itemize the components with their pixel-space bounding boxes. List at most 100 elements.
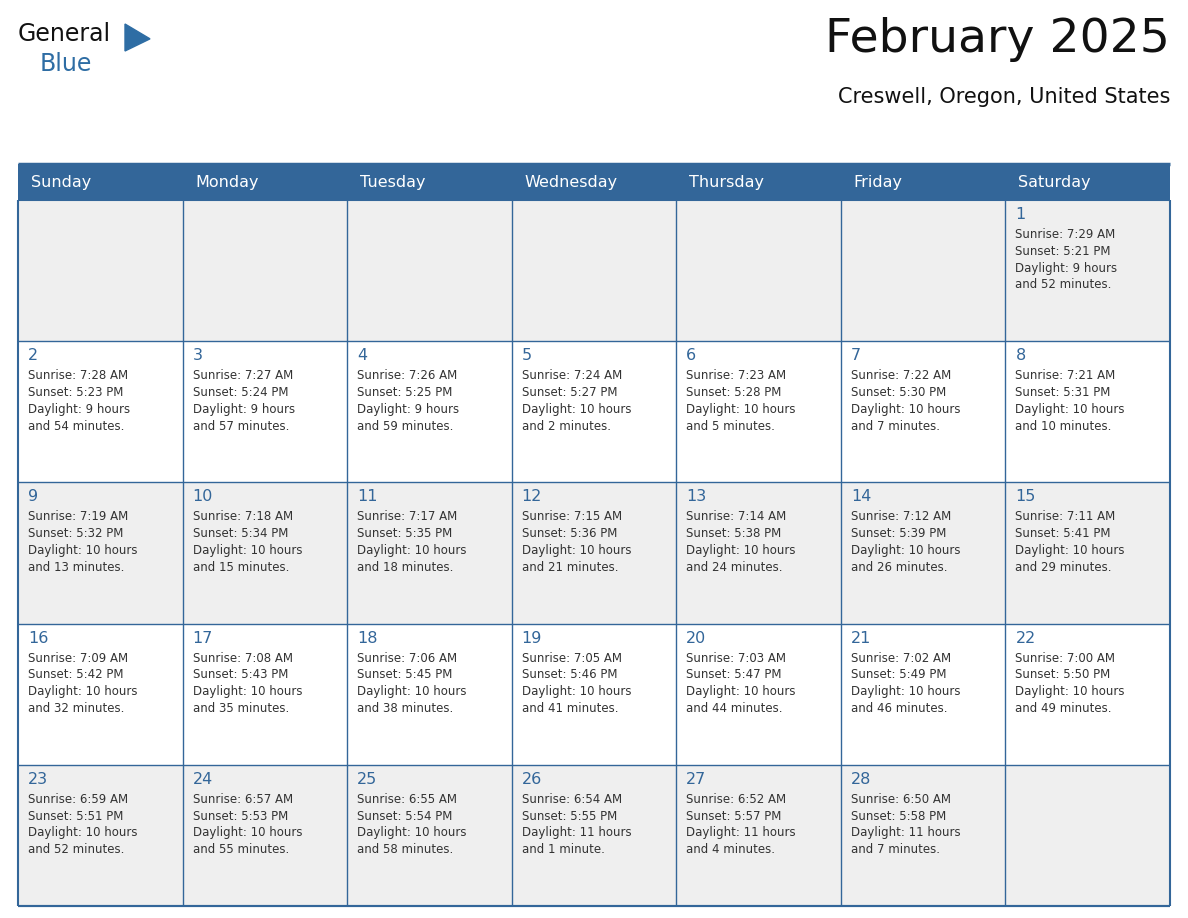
Text: Sunrise: 6:59 AM
Sunset: 5:51 PM
Daylight: 10 hours
and 52 minutes.: Sunrise: 6:59 AM Sunset: 5:51 PM Dayligh… bbox=[29, 793, 138, 856]
Bar bbox=[512, 482, 676, 623]
Text: Friday: Friday bbox=[854, 174, 903, 189]
Text: 12: 12 bbox=[522, 489, 542, 504]
Text: 2: 2 bbox=[29, 348, 38, 364]
Text: 6: 6 bbox=[687, 348, 696, 364]
Bar bbox=[841, 482, 1005, 623]
Text: 10: 10 bbox=[192, 489, 213, 504]
Bar bbox=[347, 341, 512, 482]
Text: Wednesday: Wednesday bbox=[525, 174, 618, 189]
Bar bbox=[18, 623, 183, 765]
Bar bbox=[676, 765, 841, 906]
Text: 4: 4 bbox=[358, 348, 367, 364]
Text: Sunrise: 7:05 AM
Sunset: 5:46 PM
Daylight: 10 hours
and 41 minutes.: Sunrise: 7:05 AM Sunset: 5:46 PM Dayligh… bbox=[522, 652, 631, 715]
Text: 1: 1 bbox=[1016, 207, 1025, 222]
Text: 26: 26 bbox=[522, 772, 542, 787]
Bar bbox=[841, 765, 1005, 906]
Text: Sunrise: 6:50 AM
Sunset: 5:58 PM
Daylight: 11 hours
and 7 minutes.: Sunrise: 6:50 AM Sunset: 5:58 PM Dayligh… bbox=[851, 793, 960, 856]
Bar bbox=[841, 623, 1005, 765]
Text: 16: 16 bbox=[29, 631, 49, 645]
Bar bbox=[18, 482, 183, 623]
Text: Monday: Monday bbox=[196, 174, 259, 189]
Text: Sunrise: 7:23 AM
Sunset: 5:28 PM
Daylight: 10 hours
and 5 minutes.: Sunrise: 7:23 AM Sunset: 5:28 PM Dayligh… bbox=[687, 369, 796, 432]
Text: 7: 7 bbox=[851, 348, 861, 364]
Text: Sunrise: 7:29 AM
Sunset: 5:21 PM
Daylight: 9 hours
and 52 minutes.: Sunrise: 7:29 AM Sunset: 5:21 PM Dayligh… bbox=[1016, 228, 1118, 291]
Text: Saturday: Saturday bbox=[1018, 174, 1091, 189]
Text: 11: 11 bbox=[358, 489, 378, 504]
Bar bbox=[1005, 341, 1170, 482]
Text: Creswell, Oregon, United States: Creswell, Oregon, United States bbox=[838, 87, 1170, 107]
Bar bbox=[347, 623, 512, 765]
Text: Sunrise: 7:03 AM
Sunset: 5:47 PM
Daylight: 10 hours
and 44 minutes.: Sunrise: 7:03 AM Sunset: 5:47 PM Dayligh… bbox=[687, 652, 796, 715]
Bar bbox=[18, 200, 183, 341]
Text: 14: 14 bbox=[851, 489, 871, 504]
Bar bbox=[512, 164, 676, 200]
Bar bbox=[183, 164, 347, 200]
Bar bbox=[1005, 482, 1170, 623]
Bar bbox=[18, 765, 183, 906]
Text: 23: 23 bbox=[29, 772, 49, 787]
Bar bbox=[347, 765, 512, 906]
Bar bbox=[512, 623, 676, 765]
Text: 17: 17 bbox=[192, 631, 213, 645]
Bar bbox=[512, 765, 676, 906]
Polygon shape bbox=[125, 24, 150, 51]
Bar bbox=[347, 164, 512, 200]
Text: 18: 18 bbox=[358, 631, 378, 645]
Text: 15: 15 bbox=[1016, 489, 1036, 504]
Text: Sunrise: 7:06 AM
Sunset: 5:45 PM
Daylight: 10 hours
and 38 minutes.: Sunrise: 7:06 AM Sunset: 5:45 PM Dayligh… bbox=[358, 652, 467, 715]
Bar bbox=[183, 482, 347, 623]
Text: Sunrise: 7:17 AM
Sunset: 5:35 PM
Daylight: 10 hours
and 18 minutes.: Sunrise: 7:17 AM Sunset: 5:35 PM Dayligh… bbox=[358, 510, 467, 574]
Text: Thursday: Thursday bbox=[689, 174, 764, 189]
Bar bbox=[841, 341, 1005, 482]
Text: February 2025: February 2025 bbox=[826, 17, 1170, 62]
Text: Tuesday: Tuesday bbox=[360, 174, 425, 189]
Text: Sunday: Sunday bbox=[31, 174, 91, 189]
Bar bbox=[676, 623, 841, 765]
Text: 25: 25 bbox=[358, 772, 378, 787]
Text: 19: 19 bbox=[522, 631, 542, 645]
Text: Sunrise: 7:00 AM
Sunset: 5:50 PM
Daylight: 10 hours
and 49 minutes.: Sunrise: 7:00 AM Sunset: 5:50 PM Dayligh… bbox=[1016, 652, 1125, 715]
Text: 24: 24 bbox=[192, 772, 213, 787]
Text: 20: 20 bbox=[687, 631, 707, 645]
Text: Blue: Blue bbox=[40, 52, 93, 76]
Bar bbox=[512, 200, 676, 341]
Text: 21: 21 bbox=[851, 631, 871, 645]
Bar bbox=[183, 341, 347, 482]
Bar bbox=[347, 482, 512, 623]
Text: Sunrise: 7:15 AM
Sunset: 5:36 PM
Daylight: 10 hours
and 21 minutes.: Sunrise: 7:15 AM Sunset: 5:36 PM Dayligh… bbox=[522, 510, 631, 574]
Bar bbox=[676, 164, 841, 200]
Bar bbox=[1005, 623, 1170, 765]
Text: Sunrise: 6:57 AM
Sunset: 5:53 PM
Daylight: 10 hours
and 55 minutes.: Sunrise: 6:57 AM Sunset: 5:53 PM Dayligh… bbox=[192, 793, 302, 856]
Text: 8: 8 bbox=[1016, 348, 1025, 364]
Text: 28: 28 bbox=[851, 772, 871, 787]
Text: Sunrise: 7:24 AM
Sunset: 5:27 PM
Daylight: 10 hours
and 2 minutes.: Sunrise: 7:24 AM Sunset: 5:27 PM Dayligh… bbox=[522, 369, 631, 432]
Bar bbox=[1005, 765, 1170, 906]
Text: Sunrise: 6:52 AM
Sunset: 5:57 PM
Daylight: 11 hours
and 4 minutes.: Sunrise: 6:52 AM Sunset: 5:57 PM Dayligh… bbox=[687, 793, 796, 856]
Text: Sunrise: 7:22 AM
Sunset: 5:30 PM
Daylight: 10 hours
and 7 minutes.: Sunrise: 7:22 AM Sunset: 5:30 PM Dayligh… bbox=[851, 369, 960, 432]
Bar bbox=[676, 200, 841, 341]
Bar bbox=[676, 341, 841, 482]
Bar bbox=[841, 200, 1005, 341]
Text: Sunrise: 6:54 AM
Sunset: 5:55 PM
Daylight: 11 hours
and 1 minute.: Sunrise: 6:54 AM Sunset: 5:55 PM Dayligh… bbox=[522, 793, 631, 856]
Text: Sunrise: 7:19 AM
Sunset: 5:32 PM
Daylight: 10 hours
and 13 minutes.: Sunrise: 7:19 AM Sunset: 5:32 PM Dayligh… bbox=[29, 510, 138, 574]
Bar bbox=[512, 341, 676, 482]
Text: General: General bbox=[18, 22, 112, 46]
Text: Sunrise: 7:12 AM
Sunset: 5:39 PM
Daylight: 10 hours
and 26 minutes.: Sunrise: 7:12 AM Sunset: 5:39 PM Dayligh… bbox=[851, 510, 960, 574]
Text: Sunrise: 7:02 AM
Sunset: 5:49 PM
Daylight: 10 hours
and 46 minutes.: Sunrise: 7:02 AM Sunset: 5:49 PM Dayligh… bbox=[851, 652, 960, 715]
Bar bbox=[18, 341, 183, 482]
Text: Sunrise: 7:14 AM
Sunset: 5:38 PM
Daylight: 10 hours
and 24 minutes.: Sunrise: 7:14 AM Sunset: 5:38 PM Dayligh… bbox=[687, 510, 796, 574]
Text: Sunrise: 7:28 AM
Sunset: 5:23 PM
Daylight: 9 hours
and 54 minutes.: Sunrise: 7:28 AM Sunset: 5:23 PM Dayligh… bbox=[29, 369, 131, 432]
Text: Sunrise: 7:21 AM
Sunset: 5:31 PM
Daylight: 10 hours
and 10 minutes.: Sunrise: 7:21 AM Sunset: 5:31 PM Dayligh… bbox=[1016, 369, 1125, 432]
Text: Sunrise: 7:27 AM
Sunset: 5:24 PM
Daylight: 9 hours
and 57 minutes.: Sunrise: 7:27 AM Sunset: 5:24 PM Dayligh… bbox=[192, 369, 295, 432]
Bar bbox=[183, 765, 347, 906]
Text: 5: 5 bbox=[522, 348, 532, 364]
Text: 13: 13 bbox=[687, 489, 707, 504]
Text: Sunrise: 7:26 AM
Sunset: 5:25 PM
Daylight: 9 hours
and 59 minutes.: Sunrise: 7:26 AM Sunset: 5:25 PM Dayligh… bbox=[358, 369, 460, 432]
Text: Sunrise: 7:11 AM
Sunset: 5:41 PM
Daylight: 10 hours
and 29 minutes.: Sunrise: 7:11 AM Sunset: 5:41 PM Dayligh… bbox=[1016, 510, 1125, 574]
Bar bbox=[676, 482, 841, 623]
Text: 9: 9 bbox=[29, 489, 38, 504]
Bar bbox=[841, 164, 1005, 200]
Text: Sunrise: 7:09 AM
Sunset: 5:42 PM
Daylight: 10 hours
and 32 minutes.: Sunrise: 7:09 AM Sunset: 5:42 PM Dayligh… bbox=[29, 652, 138, 715]
Text: Sunrise: 6:55 AM
Sunset: 5:54 PM
Daylight: 10 hours
and 58 minutes.: Sunrise: 6:55 AM Sunset: 5:54 PM Dayligh… bbox=[358, 793, 467, 856]
Text: Sunrise: 7:18 AM
Sunset: 5:34 PM
Daylight: 10 hours
and 15 minutes.: Sunrise: 7:18 AM Sunset: 5:34 PM Dayligh… bbox=[192, 510, 302, 574]
